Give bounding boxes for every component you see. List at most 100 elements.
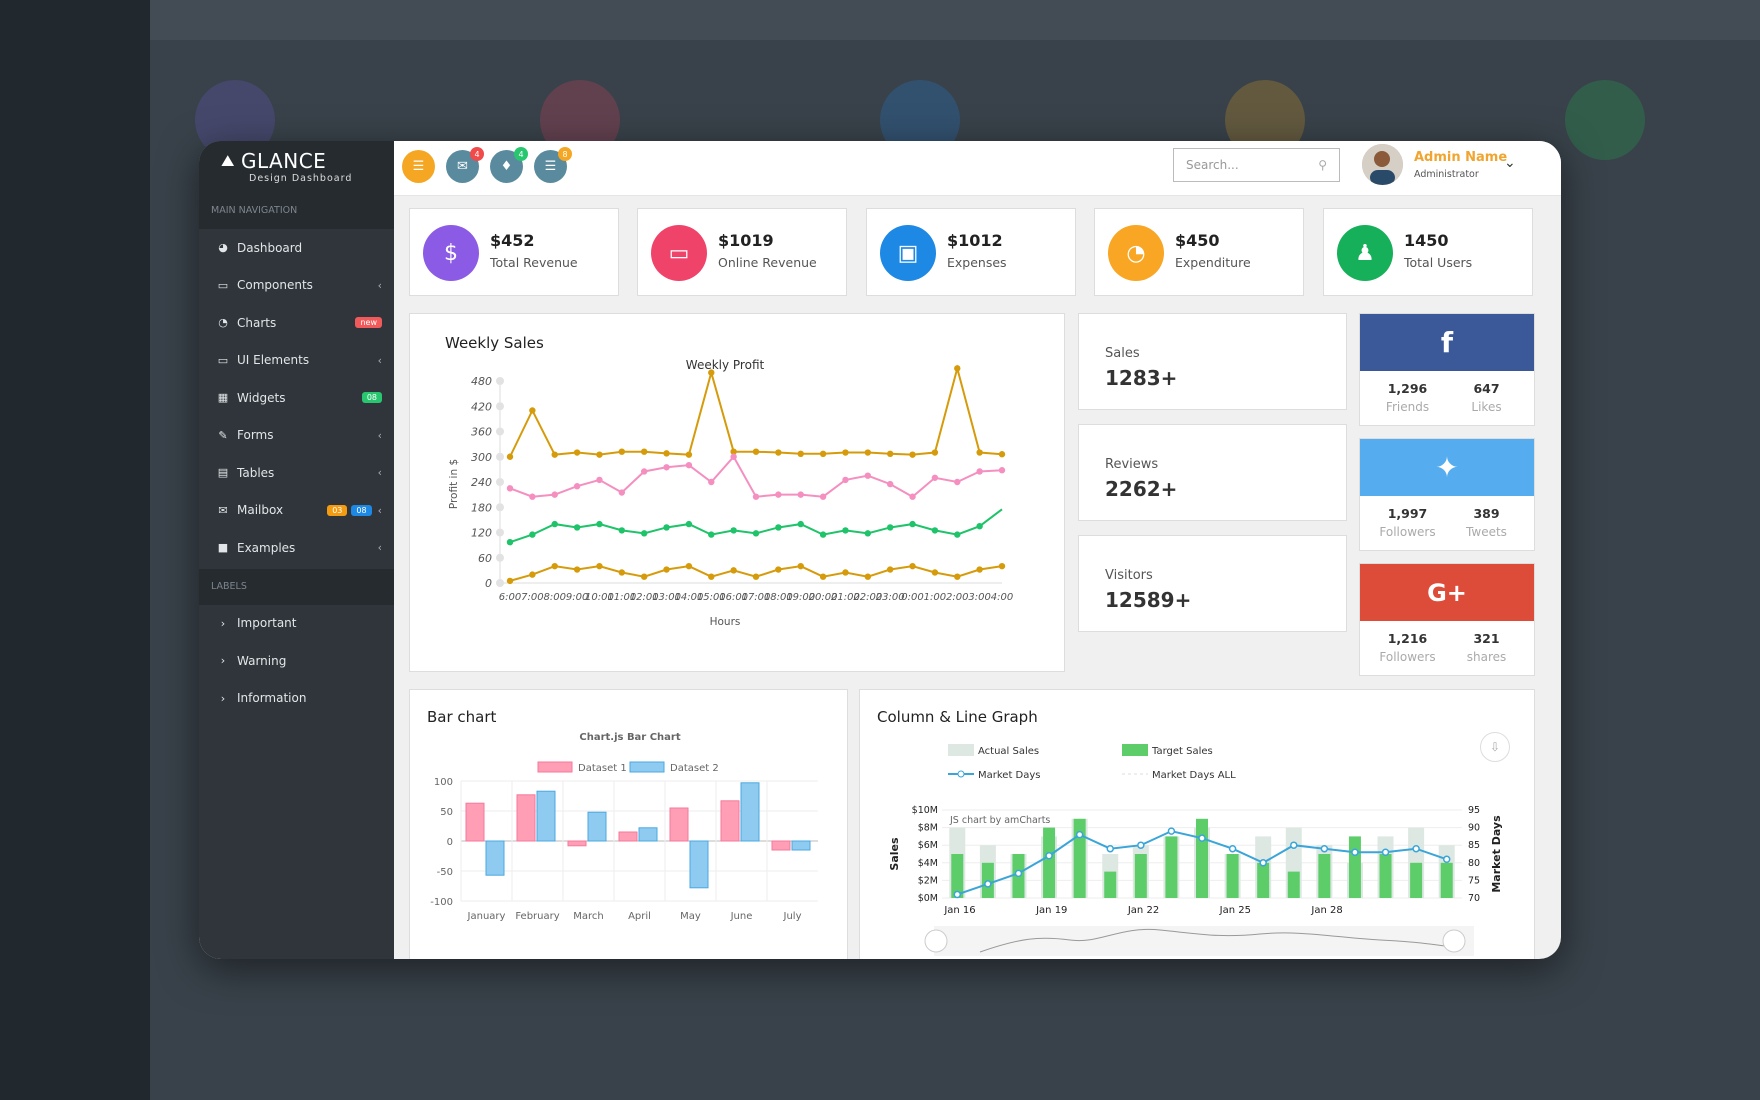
user-role: Administrator [1414, 169, 1479, 180]
chevron-right-icon: › [220, 691, 226, 705]
sidebar-item-tables[interactable]: ▤ Tables ‹ [199, 454, 394, 492]
y-tick-marker [496, 503, 504, 512]
tasks-count-badge: 8 [558, 147, 572, 161]
data-point [618, 448, 626, 455]
y-axis-label: Profit in $ [448, 459, 460, 509]
laptop-icon: ▭ [651, 225, 707, 281]
chevron-left-icon: ‹ [377, 503, 382, 517]
data-point [596, 476, 603, 484]
sidebar-item-examples[interactable]: ■ Examples ‹ [199, 529, 394, 567]
y-tick-label: -100 [430, 897, 453, 908]
data-point [954, 478, 961, 486]
target-sales-bar [1165, 836, 1178, 898]
user-name[interactable]: Admin Name [1414, 150, 1508, 165]
sidebar-label-important[interactable]: › Important [199, 605, 394, 643]
sidebar-item-widgets[interactable]: ▦ Widgets 08 [199, 379, 394, 417]
stat-card-total-revenue: $ $452 Total Revenue [409, 208, 619, 296]
sidebar-item-components[interactable]: ▭ Components ‹ [199, 267, 394, 305]
stat-card-online-revenue: ▭ $1019 Online Revenue [637, 208, 847, 296]
mini-stat-label: Visitors [1105, 568, 1153, 583]
stat-value: $1012 [947, 231, 1003, 250]
sidebar-label-warning[interactable]: › Warning [199, 642, 394, 680]
target-sales-bar [1348, 836, 1361, 898]
avatar[interactable] [1362, 144, 1403, 185]
menu-toggle-button[interactable]: ☰ [402, 150, 435, 183]
market-days-point [1259, 859, 1267, 867]
search-icon[interactable]: ⚲ [1318, 158, 1327, 172]
messages-button[interactable]: ✉ 4 [446, 147, 484, 183]
x-tick-label: 2:00 [946, 592, 968, 603]
y2-tick-label: 85 [1468, 840, 1480, 851]
tasks-button[interactable]: ☰ 8 [534, 147, 572, 183]
area-chart-icon: ⛰ [221, 151, 235, 170]
data-point [998, 562, 1006, 570]
data-point [976, 566, 983, 573]
y2-tick-label: 90 [1468, 823, 1480, 834]
sidebar-item-forms[interactable]: ✎ Forms ‹ [199, 417, 394, 455]
data-point [775, 524, 782, 531]
stat-value: 1450 [1404, 231, 1449, 250]
sidebar-label-information[interactable]: › Information [199, 680, 394, 718]
x-tick-label: Jan 16 [943, 905, 975, 916]
data-point [864, 449, 872, 456]
column-line-card: Column & Line Graph ⇩ Actual Sales Target… [859, 689, 1535, 959]
y2-axis-label: Market Days [1490, 815, 1503, 893]
count-badge: 08 [361, 392, 382, 404]
search-input[interactable]: Search... ⚲ [1173, 148, 1340, 182]
brand-logo[interactable]: ⛰ GLANCE Design Dashboard [199, 141, 394, 193]
data-point [640, 530, 648, 537]
chevron-left-icon: ‹ [377, 278, 382, 292]
y-tick-label: 480 [471, 375, 492, 388]
data-point [954, 531, 961, 538]
facebook-icon[interactable]: f [1360, 314, 1534, 371]
sidebar-item-dashboard[interactable]: ◕ Dashboard [199, 229, 394, 267]
data-point [998, 467, 1006, 474]
sidebar-item-ui-elements[interactable]: ▭ UI Elements ‹ [199, 342, 394, 380]
chevron-down-icon[interactable]: ⌄ [1504, 155, 1516, 171]
data-point [685, 520, 693, 528]
target-sales-bar [1379, 854, 1392, 898]
scroll-preview [934, 926, 1474, 956]
target-sales-bar [1318, 854, 1331, 898]
google-plus-icon[interactable]: G+ [1360, 564, 1534, 621]
bar [689, 840, 709, 889]
data-point [663, 566, 670, 573]
twitter-icon[interactable]: ✦ [1360, 439, 1534, 496]
sidebar-item-mailbox[interactable]: ✉ Mailbox 03 08 ‹ [199, 492, 394, 530]
market-days-point [1167, 827, 1176, 835]
sidebar-item-charts[interactable]: ◔ Charts new [199, 304, 394, 342]
count-badge: 03 [327, 504, 348, 516]
social-label: Followers [1379, 650, 1436, 664]
social-label: Friends [1385, 400, 1430, 414]
card-title: Weekly Sales [445, 334, 544, 352]
data-point [954, 365, 961, 372]
laptop-icon: ▭ [217, 278, 229, 292]
y-tick-label: 180 [471, 501, 492, 514]
sidebar-item-label: Mailbox [237, 503, 284, 518]
users-icon: ♟ [1337, 225, 1393, 281]
legend-swatch [948, 744, 974, 756]
y-tick-label: 240 [471, 476, 492, 489]
data-point [842, 476, 849, 484]
data-point [775, 491, 782, 498]
x-tick-label: Jan 22 [1127, 905, 1159, 916]
target-sales-bar [1287, 871, 1300, 898]
social-label: Likes [1471, 400, 1502, 414]
data-point [618, 527, 626, 534]
x-tick-label: 17:00 [742, 592, 771, 603]
data-point [551, 520, 558, 528]
notifications-button[interactable]: ♦ 4 [490, 147, 528, 183]
dashboard-icon: ◕ [218, 241, 228, 255]
data-point [998, 451, 1006, 458]
stat-label: Total Users [1404, 255, 1473, 270]
y-tick-label: 120 [471, 527, 492, 540]
data-point [573, 449, 581, 456]
sidebar-item-label: Examples [237, 540, 296, 555]
data-point [618, 569, 626, 576]
series-line [509, 508, 1003, 544]
x-tick-label: 3:00 [968, 592, 990, 603]
download-icon[interactable]: ⇩ [1480, 732, 1510, 762]
market-days-point [1045, 852, 1053, 860]
scroll-handle-left [924, 929, 948, 953]
y-tick-label: 0 [447, 837, 453, 848]
